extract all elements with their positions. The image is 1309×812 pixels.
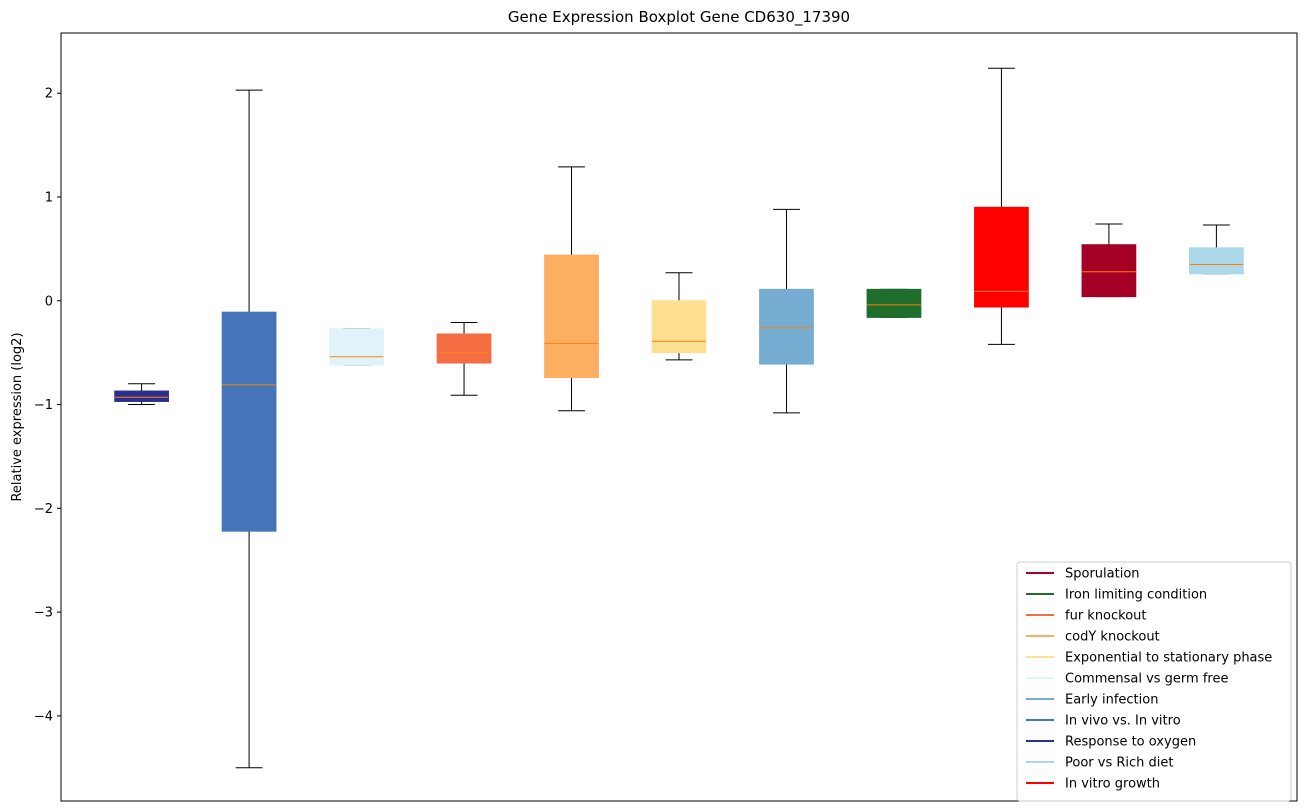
legend-label: Commensal vs germ free [1065,672,1228,687]
y-tick-label: −3 [34,606,53,621]
legend-frame [1016,561,1292,802]
legend-label: Poor vs Rich diet [1065,756,1173,771]
box-body [1189,247,1244,275]
box-commensal-vs-germ-free [329,328,384,366]
plot-frame [60,32,1298,802]
box-in-vitro-growth [974,67,1029,345]
box-body [866,288,922,318]
box-body [544,254,599,379]
chart-title: Gene Expression Boxplot Gene CD630_17390 [508,8,850,27]
box-in-vivo-vs-in-vitro [221,89,277,769]
box-body [114,390,169,402]
legend-label: Sporulation [1065,567,1140,582]
box-body [974,206,1029,308]
legend-label: Response to oxygen [1065,735,1196,750]
box-body [436,333,492,364]
legend-label: Early infection [1065,693,1158,708]
box-early-infection [759,208,814,414]
box-cody-knockout [544,166,599,412]
y-tick-label: 2 [45,87,53,102]
legend-label: codY knockout [1065,630,1160,645]
box-body [759,288,814,365]
box-fur-knockout [436,322,492,396]
box-body [1081,244,1137,298]
legend: Sporulation Iron limiting condition fur kn… [1016,561,1292,802]
y-axis-label: Relative expression (log2) [10,332,25,501]
box-body [221,311,277,532]
y-tick-label: −2 [34,502,53,517]
y-tick-label: −4 [34,709,53,724]
box-response-to-oxygen [114,383,169,406]
box-body [651,300,707,354]
y-tick-label: −1 [34,398,53,413]
box-poor-vs-rich-diet [1189,224,1244,275]
legend-label: Iron limiting condition [1065,588,1207,603]
legend-label: In vitro growth [1065,777,1160,792]
legend-label: In vivo vs. In vitro [1065,714,1181,729]
box-body [329,328,384,366]
box-iron-limiting-condition [866,288,922,318]
box-exponential-to-stationary-phase [651,272,707,361]
box-sporulation [1081,223,1137,298]
legend-label: fur knockout [1065,609,1147,624]
y-tick-label: 1 [45,190,53,205]
legend-label: Exponential to stationary phase [1065,651,1272,666]
y-tick-label: 0 [45,294,53,309]
